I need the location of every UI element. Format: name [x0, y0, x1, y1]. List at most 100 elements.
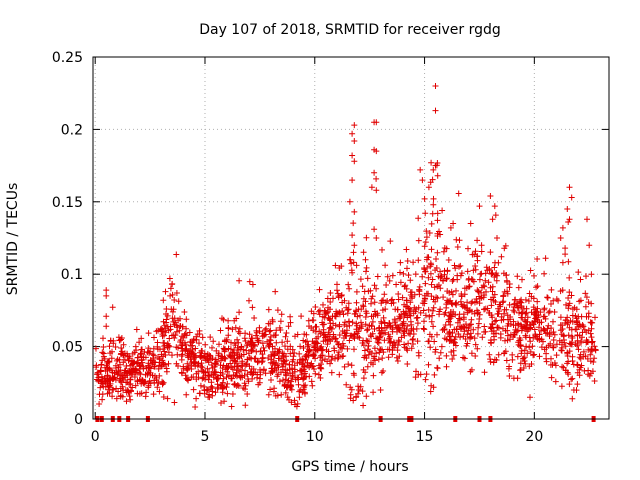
data-point — [150, 391, 157, 398]
data-point — [454, 272, 461, 279]
data-point — [146, 350, 153, 357]
data-point — [209, 392, 216, 399]
data-point — [570, 387, 577, 393]
data-point — [401, 301, 408, 308]
data-point — [566, 348, 573, 355]
data-point — [171, 399, 178, 406]
data-point — [398, 311, 405, 318]
data-point — [544, 294, 551, 301]
data-point — [235, 339, 242, 346]
data-point — [491, 264, 498, 271]
data-point — [346, 256, 353, 263]
data-point — [192, 363, 199, 370]
data-point — [175, 317, 182, 324]
data-point — [288, 386, 295, 393]
data-point — [524, 328, 531, 335]
data-point — [315, 333, 322, 340]
data-point — [522, 360, 529, 367]
data-point — [195, 374, 202, 381]
data-point — [284, 384, 291, 391]
data-point — [536, 324, 542, 331]
data-point — [123, 398, 130, 405]
data-point — [145, 384, 152, 391]
data-point — [394, 347, 401, 354]
data-point — [199, 334, 206, 341]
data-point — [266, 343, 273, 350]
data-point — [481, 283, 488, 290]
data-point — [382, 262, 389, 269]
data-point — [503, 357, 510, 364]
data-point — [377, 387, 384, 393]
data-point — [566, 381, 573, 388]
data-point — [577, 351, 584, 358]
x-tick-label: 15 — [416, 429, 434, 445]
data-point — [217, 327, 224, 334]
data-point — [427, 344, 434, 351]
data-point — [386, 337, 392, 343]
data-point — [574, 381, 581, 388]
data-point — [528, 361, 535, 367]
data-point — [278, 311, 285, 318]
data-point — [120, 359, 127, 366]
data-point — [371, 326, 378, 332]
data-point — [219, 379, 226, 386]
data-point — [362, 369, 369, 376]
data-point — [363, 264, 370, 271]
data-point — [428, 220, 435, 227]
data-point — [164, 312, 171, 319]
data-point — [354, 330, 361, 337]
data-point — [197, 382, 204, 389]
data-point — [298, 313, 305, 320]
data-point — [362, 256, 369, 263]
data-point — [274, 392, 281, 399]
data-point — [155, 365, 162, 372]
data-point — [162, 352, 169, 358]
data-point — [420, 307, 427, 314]
data-point — [257, 371, 264, 378]
data-point — [163, 368, 170, 375]
data-point — [181, 331, 188, 338]
data-point — [126, 393, 133, 400]
data-point — [457, 316, 463, 323]
y-tick-label: 0.05 — [52, 340, 83, 356]
data-point — [107, 337, 114, 344]
data-point — [414, 314, 421, 321]
data-point — [476, 203, 483, 210]
data-point — [513, 328, 520, 335]
data-point — [296, 394, 303, 401]
data-point — [487, 324, 494, 330]
data-point — [563, 317, 569, 323]
data-point — [201, 383, 208, 390]
data-point — [290, 353, 297, 360]
data-point — [347, 384, 354, 391]
data-point — [296, 350, 303, 357]
data-point — [514, 353, 521, 360]
data-point — [450, 276, 457, 283]
data-point — [532, 318, 539, 325]
data-point — [370, 389, 377, 396]
data-point — [155, 354, 161, 360]
data-point — [424, 264, 431, 271]
data-point — [403, 297, 410, 304]
data-point — [182, 347, 189, 354]
data-point — [362, 314, 369, 320]
data-point — [405, 272, 412, 279]
data-point — [331, 347, 338, 354]
data-point — [516, 309, 522, 316]
data-point — [502, 242, 509, 249]
data-point — [236, 309, 243, 316]
data-point — [271, 385, 278, 392]
data-point — [212, 360, 219, 367]
data-point — [115, 368, 122, 375]
data-point — [325, 329, 332, 336]
data-point — [297, 387, 304, 394]
data-point — [589, 346, 596, 353]
data-point — [413, 315, 420, 322]
data-point — [569, 395, 576, 402]
data-point — [262, 327, 269, 333]
data-point — [389, 324, 396, 331]
data-point — [569, 318, 576, 325]
data-point — [431, 371, 438, 378]
data-point — [518, 327, 525, 334]
data-point — [228, 403, 235, 410]
